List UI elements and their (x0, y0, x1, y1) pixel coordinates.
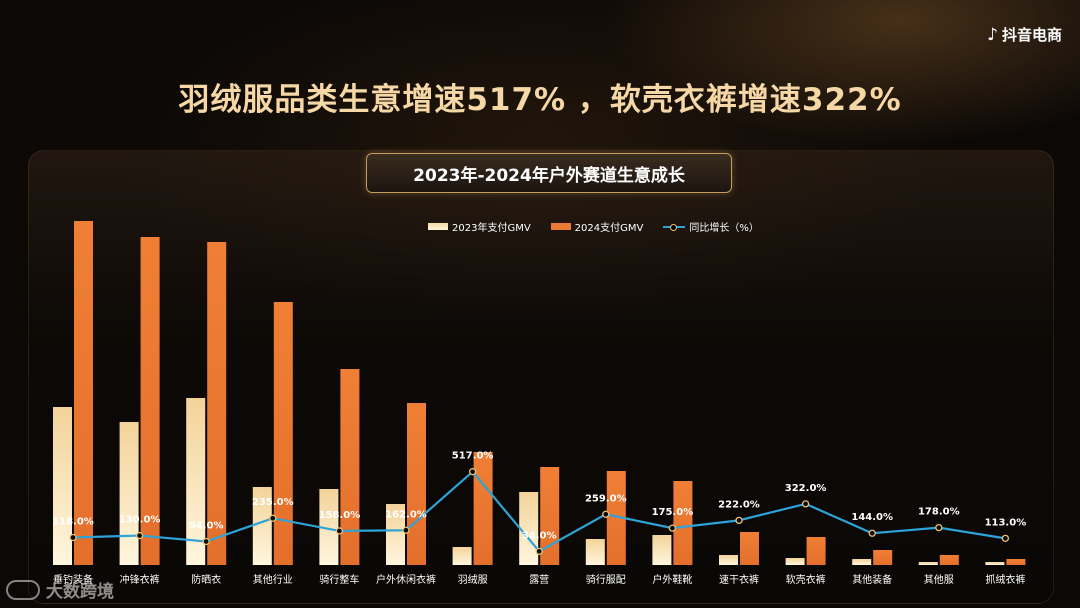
watermark-text: 大数跨境 (46, 582, 114, 602)
growth-point-5 (402, 526, 410, 534)
bar-2023-4 (319, 489, 339, 565)
growth-point-13 (935, 523, 943, 532)
growth-point-0 (69, 533, 77, 542)
growth-point-9 (668, 524, 677, 532)
growth-label-6: 517.0% (452, 451, 494, 462)
legend-swatch-2024 (550, 223, 571, 230)
growth-point-3 (269, 514, 277, 522)
x-tick-label: 其他行业 (253, 573, 293, 586)
growth-point-4 (335, 527, 344, 535)
growth-point-8 (602, 510, 610, 518)
growth-label-10: 222.0% (718, 499, 760, 510)
growth-label-12: 144.0% (851, 512, 893, 523)
watermark: 大数跨境 (6, 577, 114, 602)
bar-2024-2 (207, 242, 227, 565)
bar-2024-7 (540, 467, 560, 565)
bar-2024-0 (74, 221, 93, 565)
growth-point-12 (868, 529, 876, 537)
x-tick-label: 骑行服配 (586, 573, 626, 586)
bar-2023-11 (785, 558, 805, 565)
bar-2024-12 (873, 550, 893, 565)
x-tick-label: 防晒衣 (191, 573, 221, 586)
bar-2024-5 (407, 403, 426, 565)
bar-2024-3 (273, 302, 293, 565)
growth-point-6 (468, 468, 477, 476)
bar-2023-3 (252, 487, 272, 565)
bar-2023-1 (119, 422, 139, 565)
legend-label-growth: 同比增长（%） (689, 223, 759, 234)
bar-2024-8 (606, 471, 626, 565)
bar-2023-12 (852, 559, 872, 565)
page-headline: 羽绒服品类生意增速517% ，软壳衣裤增速322% (178, 82, 902, 118)
bar-2024-14 (1006, 559, 1026, 565)
legend-item-2023: 2023年支付GMV (428, 219, 531, 234)
x-tick-label: 冲锋衣裤 (120, 573, 160, 586)
growth-point-11 (801, 500, 810, 508)
x-tick-label: 户外休闲衣裤 (376, 573, 436, 586)
bar-2023-14 (985, 562, 1005, 565)
x-tick-label: 垂钓装备 (53, 573, 93, 586)
legend-swatch-growth (663, 223, 686, 231)
chart-title: 2023年-2024年户外赛道生意成长 (413, 165, 685, 186)
growth-label-8: 259.0% (585, 493, 627, 504)
growth-label-4: 158.0% (319, 510, 361, 521)
bar-2024-11 (806, 537, 826, 565)
growth-label-9: 175.0% (652, 507, 694, 518)
growth-point-10 (735, 516, 743, 525)
chart-title-box: 2023年-2024年户外赛道生意成长 (366, 153, 732, 193)
bar-2023-7 (519, 492, 539, 565)
brand-logo: ♪ 抖音电商 (987, 24, 1062, 45)
legend-item-2024: 2024支付GMV (550, 219, 644, 234)
bar-2023-5 (386, 504, 405, 565)
growth-point-14 (1001, 534, 1010, 543)
chart-legend: 2023年支付GMV 2024支付GMV 同比增长（%） (428, 219, 759, 234)
x-tick-label: 露营 (529, 573, 549, 586)
x-tick-label: 户外鞋靴 (652, 573, 692, 586)
bar-2023-6 (452, 547, 472, 565)
douyin-note-icon: ♪ (987, 24, 998, 45)
growth-label-11: 322.0% (785, 483, 827, 494)
growth-label-2: 94.0% (189, 520, 224, 531)
legend-label-2023: 2023年支付GMV (452, 223, 531, 234)
legend-swatch-2023 (428, 223, 448, 230)
bar-2024-9 (673, 481, 693, 565)
bar-2024-13 (939, 555, 959, 565)
growth-label-0: 118.0% (52, 517, 94, 528)
growth-label-14: 113.0% (985, 517, 1027, 528)
growth-label-3: 235.0% (252, 497, 294, 508)
x-tick-label: 软壳衣裤 (786, 573, 826, 586)
growth-label-13: 178.0% (918, 507, 960, 518)
x-tick-label: 羽绒服 (458, 573, 488, 586)
growth-label-5: 162.0% (385, 509, 427, 520)
bar-2023-10 (719, 555, 738, 565)
bar-2024-10 (740, 532, 759, 565)
legend-item-growth: 同比增长（%） (663, 219, 759, 234)
x-tick-label: 骑行整车 (319, 573, 359, 586)
bar-2023-9 (652, 535, 672, 565)
growth-label-1: 130.0% (119, 515, 161, 526)
brand-name: 抖音电商 (1001, 26, 1062, 44)
bar-2023-0 (53, 407, 72, 565)
watermark-logo-icon (6, 579, 40, 600)
legend-label-2024: 2024支付GMV (574, 223, 644, 234)
growth-label-7: 34.0% (522, 530, 557, 541)
bar-2024-4 (340, 369, 360, 565)
bar-2023-8 (585, 539, 605, 565)
bar-2024-6 (473, 452, 493, 565)
bar-2023-13 (918, 562, 938, 565)
x-tick-label: 抓绒衣裤 (985, 573, 1025, 586)
x-tick-label: 速干衣裤 (719, 573, 759, 586)
x-tick-label: 其他服 (924, 573, 954, 586)
x-tick-label: 其他装备 (852, 573, 892, 586)
growth-point-7 (535, 547, 543, 556)
growth-point-2 (202, 537, 210, 546)
bar-2024-1 (140, 237, 160, 565)
growth-point-1 (135, 531, 144, 540)
bar-2023-2 (186, 398, 206, 565)
